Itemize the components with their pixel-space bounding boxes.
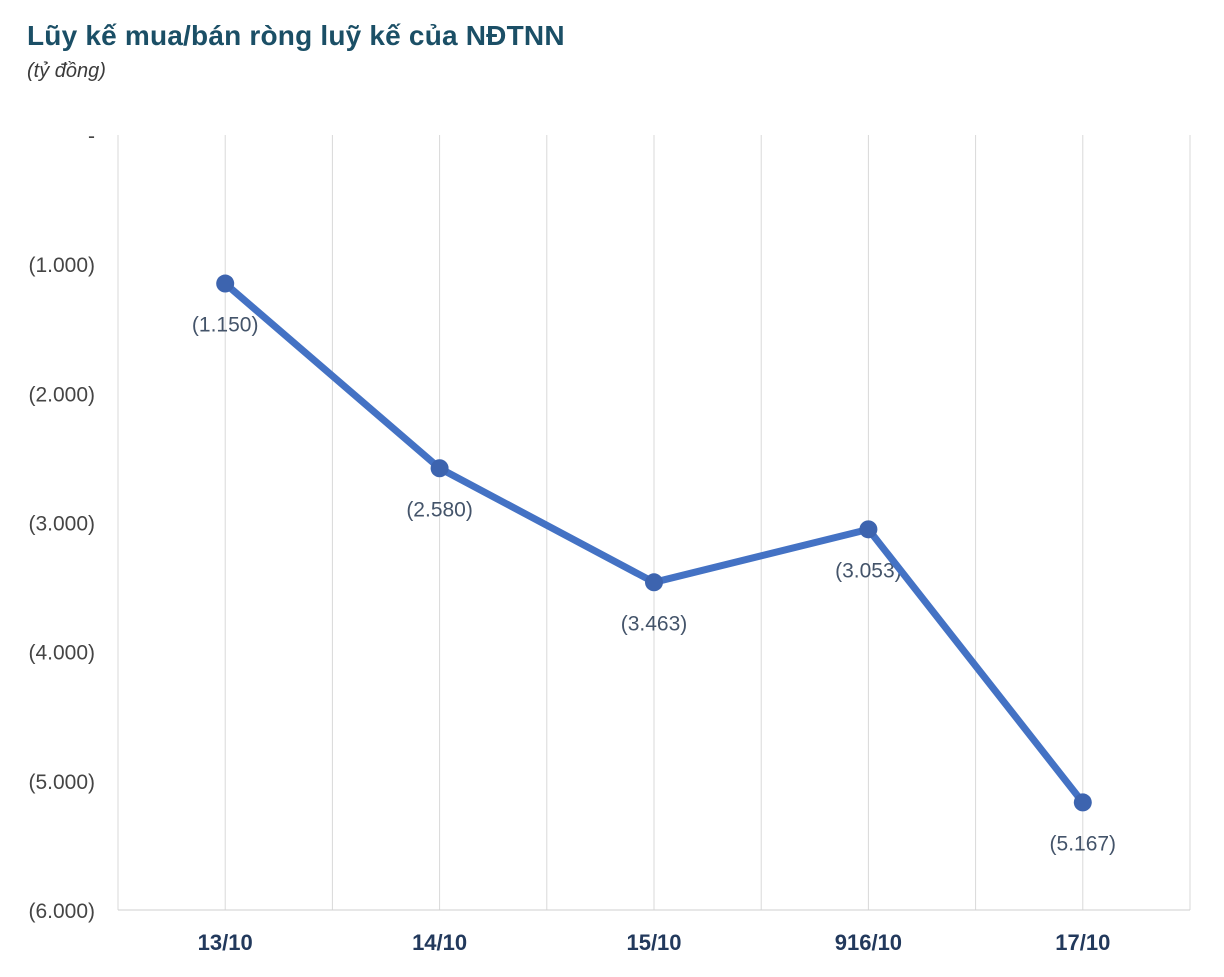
data-point-marker [430, 459, 449, 478]
y-axis-tick-label: (5.000) [28, 771, 95, 794]
data-point-label: (5.167) [1050, 832, 1117, 855]
data-point-label: (1.150) [192, 314, 259, 337]
y-axis-tick-label: - [88, 125, 95, 148]
y-axis-tick-label: (1.000) [28, 254, 95, 277]
data-point-marker [645, 573, 663, 592]
data-point-marker [216, 274, 235, 293]
data-point-label: (3.463) [621, 612, 688, 635]
y-axis-tick-label: (4.000) [28, 642, 95, 665]
data-point-marker [1073, 793, 1092, 812]
data-point-label: (3.053) [835, 559, 902, 582]
chart-unit-label: (tỷ đồng) [27, 60, 106, 82]
x-axis-tick-label: 17/10 [1055, 930, 1110, 955]
x-axis-tick-label: 14/10 [412, 930, 467, 955]
data-point-label: (2.580) [406, 498, 473, 521]
chart-title: Lũy kế mua/bán ròng luỹ kế của NĐTNN [27, 20, 565, 51]
y-axis-tick-label: (3.000) [28, 513, 95, 536]
y-axis-tick-label: (6.000) [28, 900, 95, 923]
data-point-marker [859, 520, 878, 539]
x-axis-tick-label: 15/10 [626, 930, 681, 955]
x-axis-tick-label: 916/10 [835, 930, 902, 955]
y-axis-tick-label: (2.000) [28, 383, 95, 406]
x-axis-tick-label: 13/10 [198, 930, 253, 955]
